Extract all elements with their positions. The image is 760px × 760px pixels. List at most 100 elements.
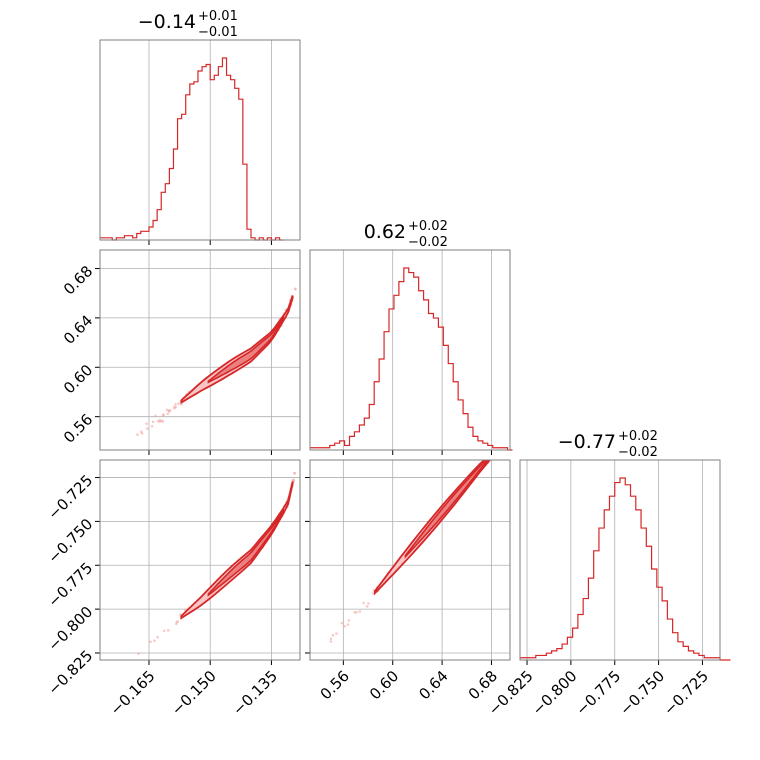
scatter-point [149, 640, 152, 644]
scatter-layer [136, 287, 297, 436]
scatter-point [292, 478, 296, 482]
panel-title-plus: +0.02 [408, 219, 448, 234]
y-tick-label: 0.64 [60, 312, 96, 348]
scatter-point [174, 622, 178, 626]
x-tick-label: −0.775 [572, 667, 624, 719]
panel-title-median: 0.62 [364, 221, 406, 243]
scatter-point [353, 610, 356, 614]
x-tick-label: −0.150 [168, 667, 220, 719]
axes-frame [99, 459, 301, 661]
x-tick-label: 0.60 [366, 667, 402, 703]
contour-inner [207, 315, 284, 384]
scatter-point [176, 620, 180, 623]
scatter-point [492, 452, 495, 455]
scatter-point [497, 442, 500, 445]
hist-panel-0: −0.14 +0.01−0.01 [99, 9, 301, 245]
scatter-point [165, 408, 169, 412]
x-tick-label: −0.135 [229, 667, 281, 719]
scatter-point [167, 410, 171, 413]
scatter-point [140, 432, 144, 435]
y-tick-label: −0.825 [44, 647, 96, 699]
scatter-point [329, 637, 333, 641]
panel-title-median: −0.14 [138, 11, 196, 33]
scatter-point [158, 420, 162, 424]
scatter-point [346, 623, 350, 626]
axes-frame [99, 39, 301, 241]
scatter-point [136, 433, 139, 436]
scatter-point [492, 452, 495, 455]
contour-inner [207, 508, 284, 597]
scatter-point [502, 443, 505, 446]
scatter-point [367, 602, 370, 605]
histogram-line [100, 57, 284, 241]
scatter-point [498, 445, 501, 448]
scatter-point [492, 452, 495, 455]
scatter-point [160, 419, 163, 423]
scatter-point [137, 652, 140, 656]
scatter-point [496, 451, 499, 454]
x-tick-label: 0.64 [415, 667, 451, 703]
scatter-point [499, 442, 502, 445]
scatter-point [151, 420, 155, 424]
scatter-point [166, 412, 170, 416]
panel-title-minus: −0.02 [618, 445, 658, 460]
scatter-point [501, 442, 504, 445]
x-tick-label: −0.750 [616, 667, 668, 719]
scatter-point [293, 471, 297, 475]
scatter-point [294, 287, 297, 290]
scatter-point [145, 422, 148, 426]
scatter-point [173, 406, 176, 410]
y-tick-label: −0.800 [44, 603, 96, 655]
pair-panel-1-2 [305, 440, 511, 665]
scatter-point [154, 414, 157, 418]
scatter-point [340, 621, 344, 625]
scatter-point [358, 610, 362, 613]
scatter-point [335, 632, 338, 635]
scatter-point [343, 624, 347, 628]
scatter-point [362, 601, 365, 605]
histogram-line [520, 477, 731, 661]
scatter-point [329, 640, 333, 643]
scatter-point [145, 427, 149, 430]
y-tick-label: −0.725 [44, 471, 96, 523]
contour-outer [180, 295, 294, 405]
scatter-point [492, 454, 495, 457]
panel-title-median: −0.77 [558, 431, 616, 453]
y-tick-label: 0.60 [60, 361, 96, 397]
contour-inner [404, 460, 490, 559]
scatter-point [177, 402, 180, 406]
scatter-point [371, 592, 375, 595]
scatter-layer [329, 440, 505, 643]
panel-title-minus: −0.01 [198, 25, 238, 40]
hist-panel-1: 0.62 +0.02−0.02 [309, 219, 513, 455]
scatter-point [492, 451, 495, 454]
histogram-line [310, 267, 513, 451]
hist-panel-2: −0.77 +0.02−0.02 [519, 429, 731, 665]
scatter-point [487, 457, 490, 460]
x-tick-label: −0.800 [529, 667, 581, 719]
scatter-point [150, 424, 154, 428]
scatter-point [355, 611, 358, 614]
scatter-point [502, 440, 505, 443]
y-tick-label: −0.775 [44, 559, 96, 611]
scatter-point [162, 629, 166, 633]
scatter-point [153, 639, 156, 643]
x-tick-label: 0.56 [317, 667, 353, 703]
x-tick-label: −0.725 [660, 667, 712, 719]
scatter-point [496, 453, 499, 456]
axes-frame [309, 249, 511, 451]
scatter-point [494, 452, 497, 455]
scatter-point [489, 456, 492, 459]
pair-panel-0-1 [95, 249, 301, 455]
scatter-point [180, 403, 183, 406]
scatter-point [331, 633, 335, 637]
axes-frame [519, 459, 721, 661]
y-tick-label: −0.750 [44, 515, 96, 567]
contour-outer [180, 481, 294, 620]
axes-frame [309, 459, 511, 661]
scatter-point [156, 635, 159, 639]
scatter-point [498, 445, 501, 448]
panel-title-plus: +0.01 [198, 9, 238, 24]
y-tick-label: 0.56 [60, 410, 96, 446]
